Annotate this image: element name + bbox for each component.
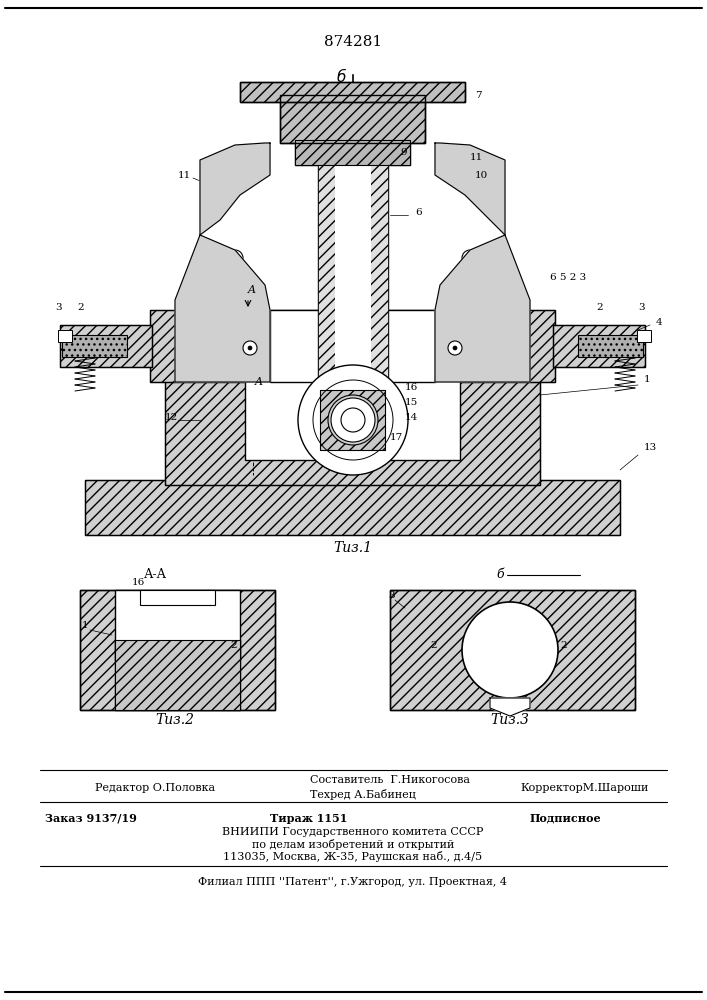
Bar <box>165 380 540 485</box>
Text: 3: 3 <box>388 591 395 600</box>
Bar <box>140 590 215 605</box>
Text: 6: 6 <box>415 208 421 217</box>
Bar <box>553 325 645 367</box>
Bar <box>335 140 371 380</box>
Bar <box>358 140 388 380</box>
Bar <box>318 140 348 380</box>
Circle shape <box>243 341 257 355</box>
Bar <box>60 325 152 367</box>
Polygon shape <box>490 698 530 716</box>
Circle shape <box>328 395 378 445</box>
Text: 10: 10 <box>475 171 489 180</box>
Bar <box>150 310 555 382</box>
Bar <box>80 590 275 710</box>
Text: 13: 13 <box>644 443 658 452</box>
Text: б: б <box>496 568 504 582</box>
Text: 113035, Москва, Ж-35, Раушская наб., д.4/5: 113035, Москва, Ж-35, Раушская наб., д.4… <box>223 850 483 861</box>
Bar <box>240 82 465 102</box>
Circle shape <box>448 341 462 355</box>
Text: 11: 11 <box>470 153 484 162</box>
Text: Редактор О.Половка: Редактор О.Половка <box>95 783 215 793</box>
Text: Τиз.1: Τиз.1 <box>334 541 373 555</box>
Text: A: A <box>255 377 263 387</box>
Text: 2: 2 <box>560 641 566 650</box>
Circle shape <box>233 256 237 260</box>
Text: А-А: А-А <box>144 568 167 582</box>
Text: Заказ 9137/19: Заказ 9137/19 <box>45 812 137 824</box>
Text: 2: 2 <box>596 303 602 312</box>
Polygon shape <box>435 235 530 382</box>
Bar <box>390 590 635 710</box>
Text: 3: 3 <box>638 303 645 312</box>
Text: Техред А.Бабинец: Техред А.Бабинец <box>310 788 416 800</box>
Polygon shape <box>175 235 270 382</box>
Bar <box>85 480 620 535</box>
Text: 14: 14 <box>405 413 419 422</box>
Bar <box>58 330 72 342</box>
Text: Подписное: Подписное <box>530 812 602 824</box>
Text: Τиз.3: Τиз.3 <box>491 713 530 727</box>
Bar <box>280 95 425 143</box>
Circle shape <box>298 365 408 475</box>
Polygon shape <box>435 143 505 235</box>
Text: Филиал ППП ''Патент'', г.Ужгород, ул. Проектная, 4: Филиал ППП ''Патент'', г.Ужгород, ул. Пр… <box>199 877 508 887</box>
Text: по делам изобретений и открытий: по делам изобретений и открытий <box>252 838 454 850</box>
Circle shape <box>331 398 375 442</box>
Text: Тираж 1151: Тираж 1151 <box>270 812 347 824</box>
Text: б: б <box>337 70 346 86</box>
Text: 4: 4 <box>656 318 662 327</box>
Bar <box>318 140 388 380</box>
Circle shape <box>462 602 558 698</box>
Circle shape <box>453 346 457 350</box>
Bar <box>115 640 240 710</box>
Text: 17: 17 <box>390 433 403 442</box>
Text: 16: 16 <box>405 383 419 392</box>
Bar <box>115 590 240 660</box>
Text: 2: 2 <box>230 641 237 650</box>
Circle shape <box>227 250 243 266</box>
Bar <box>295 140 410 165</box>
Bar <box>320 390 385 450</box>
Text: 1: 1 <box>644 375 650 384</box>
Text: 874281: 874281 <box>324 35 382 49</box>
Circle shape <box>462 250 478 266</box>
Text: ВНИИПИ Государственного комитета СССР: ВНИИПИ Государственного комитета СССР <box>222 827 484 837</box>
Bar <box>578 335 643 357</box>
Text: Составитель  Г.Никогосова: Составитель Г.Никогосова <box>310 775 470 785</box>
Text: Τиз.2: Τиз.2 <box>156 713 194 727</box>
Bar <box>165 380 540 485</box>
Text: 1: 1 <box>82 621 88 630</box>
Text: КорректорМ.Шароши: КорректорМ.Шароши <box>520 783 648 793</box>
Bar <box>280 95 425 143</box>
Bar <box>240 82 465 102</box>
Bar <box>80 590 275 710</box>
Bar <box>553 325 645 367</box>
Text: 2: 2 <box>77 303 83 312</box>
Bar <box>270 310 435 382</box>
Bar <box>62 335 127 357</box>
Bar <box>150 310 555 382</box>
Text: A: A <box>248 285 256 295</box>
Circle shape <box>468 256 472 260</box>
Bar <box>295 140 410 165</box>
Text: 16: 16 <box>132 578 145 587</box>
Bar <box>85 480 620 535</box>
Bar <box>115 640 240 710</box>
Text: 15: 15 <box>405 398 419 407</box>
Text: 2: 2 <box>430 641 437 650</box>
Text: 3: 3 <box>55 303 62 312</box>
Text: 9: 9 <box>400 148 407 157</box>
Bar <box>637 330 651 342</box>
Bar <box>60 325 152 367</box>
Polygon shape <box>200 143 270 235</box>
Text: 6 5 2 3: 6 5 2 3 <box>550 273 586 282</box>
Text: 12: 12 <box>165 413 178 422</box>
Circle shape <box>248 346 252 350</box>
Bar <box>390 590 635 710</box>
Bar <box>320 390 385 450</box>
Text: 11: 11 <box>178 171 192 180</box>
Text: 7: 7 <box>475 91 481 100</box>
Bar <box>245 380 460 460</box>
